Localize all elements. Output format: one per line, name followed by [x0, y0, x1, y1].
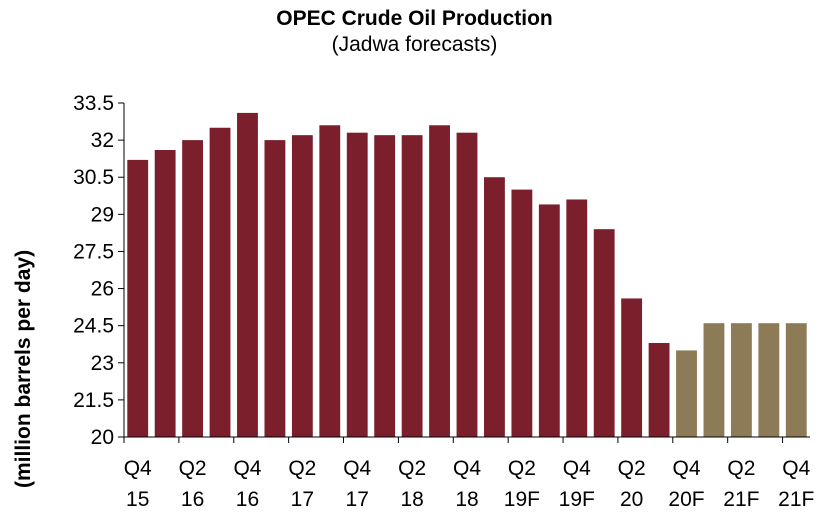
y-tick-label: 26	[91, 278, 114, 301]
actual-bar	[374, 135, 396, 437]
x-tick-label-quarter: Q2	[508, 457, 536, 480]
y-tick-label: 32	[91, 129, 114, 152]
x-tick-label-quarter: Q2	[398, 457, 426, 480]
y-tick-label: 24.5	[73, 315, 114, 338]
y-tick-label: 21.5	[73, 389, 114, 412]
x-tick-label-year: 17	[346, 488, 369, 511]
actual-bar	[154, 150, 176, 437]
actual-bar	[182, 140, 204, 438]
x-tick-label-year: 18	[455, 488, 478, 511]
y-tick-label: 29	[91, 203, 114, 226]
x-tick-label-quarter: Q2	[179, 457, 207, 480]
y-tick-label: 20	[91, 426, 114, 449]
x-tick-label-quarter: Q2	[727, 457, 755, 480]
x-tick-label-quarter: Q2	[618, 457, 646, 480]
actual-bar	[429, 125, 450, 438]
actual-bar	[566, 199, 588, 437]
x-tick-label-quarter: Q4	[673, 457, 701, 480]
actual-bar	[511, 189, 533, 437]
actual-bar	[346, 132, 368, 437]
actual-bar	[291, 135, 313, 437]
forecast-bar	[785, 323, 807, 437]
x-tick-label-year: 19F	[504, 488, 540, 511]
y-tick-label: 30.5	[73, 166, 114, 189]
y-tick-label: 27.5	[73, 240, 114, 263]
actual-bar	[401, 135, 423, 437]
x-tick-label-year: 15	[126, 488, 149, 511]
x-tick-label-year: 21F	[778, 488, 814, 511]
chart-subtitle: (Jadwa forecasts)	[331, 33, 498, 56]
actual-bar	[319, 125, 341, 438]
x-tick-label-year: 16	[181, 488, 204, 511]
x-tick-label-year: 16	[236, 488, 259, 511]
actual-bar	[538, 204, 560, 437]
actual-bar	[456, 132, 478, 437]
actual-bar	[593, 229, 615, 437]
x-tick-label-quarter: Q4	[453, 457, 481, 480]
forecast-bar	[703, 323, 725, 437]
actual-bar	[648, 342, 670, 437]
actual-bar	[237, 112, 258, 438]
actual-bar	[484, 177, 505, 437]
x-tick-label-year: 20F	[668, 488, 704, 511]
forecast-bar	[730, 323, 752, 437]
x-tick-label-quarter: Q4	[233, 457, 261, 480]
x-tick-label-year: 21F	[723, 488, 759, 511]
x-tick-label-quarter: Q4	[343, 457, 371, 480]
forecast-bar	[758, 323, 780, 437]
x-tick-label-quarter: Q4	[124, 457, 152, 480]
x-tick-label-year: 17	[291, 488, 314, 511]
x-tick-label-quarter: Q4	[782, 457, 810, 480]
x-tick-label-quarter: Q2	[288, 457, 316, 480]
forecast-bar	[676, 350, 697, 437]
x-tick-label-year: 18	[400, 488, 423, 511]
x-tick-label-quarter: Q4	[563, 457, 591, 480]
actual-bar	[264, 140, 286, 438]
actual-bar	[621, 298, 643, 437]
actual-bar	[127, 159, 149, 437]
y-tick-label: 33.5	[73, 92, 114, 115]
y-tick-label: 23	[91, 352, 114, 375]
chart-title: OPEC Crude Oil Production	[276, 7, 553, 30]
x-tick-label-year: 19F	[559, 488, 595, 511]
x-tick-label-year: 20	[620, 488, 643, 511]
actual-bar	[209, 127, 231, 438]
